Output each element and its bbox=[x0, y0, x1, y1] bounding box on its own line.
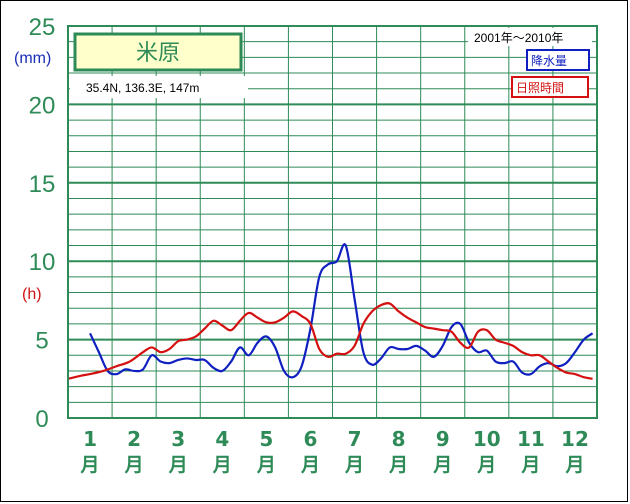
x-tick-month: 11 bbox=[517, 427, 545, 451]
x-tick-month: 12 bbox=[561, 427, 589, 451]
y-tick-label: 5 bbox=[35, 328, 48, 355]
period-box bbox=[468, 28, 592, 46]
x-tick-suffix: 月 bbox=[256, 454, 276, 476]
x-tick-suffix: 月 bbox=[124, 454, 144, 476]
station-box bbox=[73, 32, 243, 72]
plot-border bbox=[67, 25, 598, 419]
x-tick-suffix: 月 bbox=[432, 454, 452, 476]
series-lines bbox=[67, 25, 598, 419]
y-tick-label: 25 bbox=[29, 14, 56, 41]
legend-sun-label: 日照時間 bbox=[516, 81, 564, 95]
y-tick-label: 10 bbox=[29, 249, 56, 276]
x-tick-month: 2 bbox=[127, 427, 141, 451]
y-tick-label: 0 bbox=[35, 406, 48, 433]
y-tick-label: 20 bbox=[29, 92, 56, 119]
x-tick-month: 7 bbox=[348, 427, 362, 451]
x-tick-month: 1 bbox=[83, 427, 97, 451]
x-tick-suffix: 月 bbox=[212, 454, 232, 476]
y-tick-label: 15 bbox=[29, 171, 56, 198]
x-tick-month: 3 bbox=[171, 427, 185, 451]
x-tick-month: 5 bbox=[259, 427, 273, 451]
y-unit-sun: (h) bbox=[22, 286, 42, 303]
x-tick-suffix: 月 bbox=[80, 454, 100, 476]
x-tick-suffix: 月 bbox=[564, 454, 584, 476]
x-tick-suffix: 月 bbox=[476, 454, 496, 476]
x-tick-month: 9 bbox=[436, 427, 450, 451]
period-label: 2001年～2010年 bbox=[474, 31, 563, 45]
precip-line bbox=[89, 243, 594, 379]
x-axis-ticks: 1 月 2 月 3 月 4 月 5 月 6 月 7 月 8 月 9 月 10 月 11 月 12 月 bbox=[80, 427, 589, 476]
station-name: 米原 bbox=[136, 41, 180, 66]
x-tick-suffix: 月 bbox=[168, 454, 188, 476]
x-tick-suffix: 月 bbox=[520, 454, 540, 476]
coords-box bbox=[70, 76, 248, 98]
x-tick-month: 8 bbox=[392, 427, 406, 451]
x-tick-month: 4 bbox=[215, 427, 229, 451]
legend-sun-box bbox=[511, 76, 589, 98]
legend-precip-box bbox=[526, 49, 590, 71]
x-tick-suffix: 月 bbox=[344, 454, 364, 476]
station-coords: 35.4N, 136.3E, 147m bbox=[86, 81, 199, 95]
x-tick-suffix: 月 bbox=[300, 454, 320, 476]
y-unit-precip: (mm) bbox=[14, 50, 51, 67]
y-axis-ticks: 0 5 10 15 20 25 bbox=[29, 14, 56, 433]
sunshine-line bbox=[67, 302, 593, 380]
legend-precip-label: 降水量 bbox=[531, 54, 567, 68]
x-tick-month: 6 bbox=[303, 427, 317, 451]
x-tick-month: 10 bbox=[473, 427, 501, 451]
x-tick-suffix: 月 bbox=[388, 454, 408, 476]
